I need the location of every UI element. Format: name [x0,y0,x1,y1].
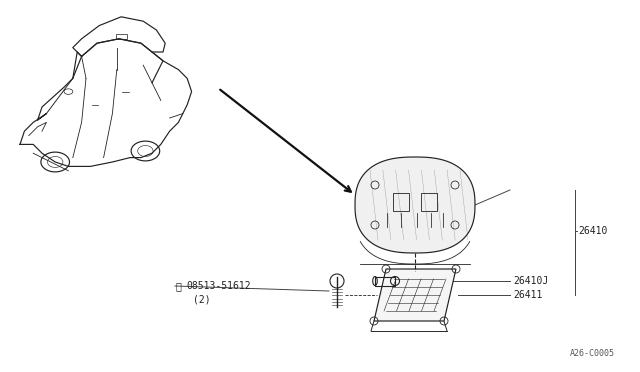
Text: (2): (2) [193,294,211,304]
Bar [393,193,409,211]
Text: Ⓢ: Ⓢ [175,281,181,291]
Text: 26410J: 26410J [513,276,548,286]
Bar [116,34,127,39]
Bar [375,276,395,285]
Polygon shape [355,157,475,253]
Text: 26410: 26410 [578,225,607,235]
Polygon shape [374,269,456,321]
Bar [421,193,437,211]
Text: 08513-51612: 08513-51612 [186,281,251,291]
Text: A26-C0005: A26-C0005 [570,349,615,358]
Text: 26411: 26411 [513,290,542,300]
